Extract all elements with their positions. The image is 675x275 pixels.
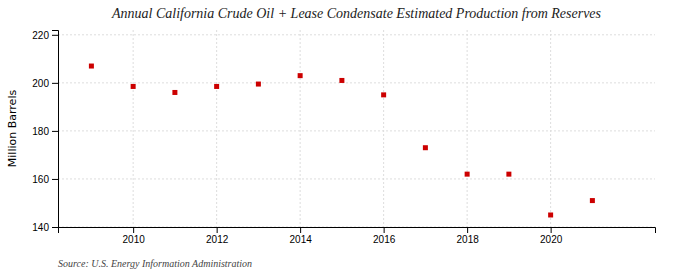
x-tick-mark (133, 227, 134, 233)
grid-line (58, 130, 655, 131)
grid-line (300, 30, 301, 227)
x-tick-mark (467, 227, 468, 233)
point (465, 172, 470, 177)
point (339, 78, 344, 83)
y-tick-label: 140 (32, 222, 49, 233)
y-tick-label: 160 (32, 174, 49, 185)
y-axis: 140 160 180 200 220 (32, 30, 58, 233)
x-tick-label: 2010 (123, 234, 146, 245)
y-tick: 140 (32, 222, 58, 233)
point (381, 92, 386, 97)
y-tick-mark (52, 227, 58, 228)
x-tick-label: 2014 (290, 234, 313, 245)
point (214, 84, 219, 89)
x-axis-line (59, 228, 656, 234)
x-tick-label: 2020 (540, 234, 563, 245)
y-tick-mark (52, 35, 58, 36)
grid-line (216, 30, 217, 227)
point (89, 64, 94, 69)
grid (58, 30, 655, 227)
grid-line (550, 30, 551, 227)
x-tick: 2020 (540, 227, 563, 245)
y-tick: 160 (32, 174, 58, 185)
grid-line (58, 178, 655, 179)
y-tick-label: 200 (32, 78, 49, 89)
x-tick-mark (300, 227, 301, 233)
chart: 2010 2012 2014 2016 2018 2020 140 160 180 200 220 A… (0, 0, 675, 275)
x-tick-label: 2018 (457, 234, 480, 245)
point (172, 90, 177, 95)
point (506, 172, 511, 177)
title: Annual California Crude Oil + Lease Cond… (111, 6, 602, 21)
grid-line (58, 34, 655, 35)
point (256, 82, 261, 87)
point (423, 145, 428, 150)
y-tick: 220 (32, 30, 58, 41)
x-tick-mark (384, 227, 385, 233)
y-tick-mark (52, 131, 58, 132)
point (548, 212, 553, 217)
y-tick-label: 220 (32, 30, 49, 41)
point (298, 73, 303, 78)
points (89, 64, 595, 218)
y-axis-label: Million Barrels (6, 90, 19, 168)
y-tick: 180 (32, 126, 58, 137)
x-tick-label: 2016 (373, 234, 396, 245)
x-tick-mark (551, 227, 552, 233)
x-tick: 2018 (457, 227, 480, 245)
grid-line (383, 30, 384, 227)
x-tick: 2014 (290, 227, 313, 245)
grid-line (133, 30, 134, 227)
y-axis-line (52, 31, 59, 228)
x-axis: 2010 2012 2014 2016 2018 2020 (59, 227, 656, 245)
x-tick-label: 2012 (206, 234, 229, 245)
y-tick-mark (52, 179, 58, 180)
x-tick: 2016 (373, 227, 396, 245)
annotation: Source: U.S. Energy Information Administ… (58, 258, 252, 269)
point (131, 84, 136, 89)
grid-line (58, 82, 655, 83)
y-tick-label: 180 (32, 126, 49, 137)
grid-line (467, 30, 468, 227)
y-tick-mark (52, 83, 58, 84)
x-tick: 2012 (206, 227, 229, 245)
point (590, 198, 595, 203)
y-tick: 200 (32, 78, 58, 89)
x-tick-mark (217, 227, 218, 233)
plot-area: 2010 2012 2014 2016 2018 2020 140 160 180 200 220 (32, 30, 655, 246)
x-tick: 2010 (123, 227, 146, 245)
